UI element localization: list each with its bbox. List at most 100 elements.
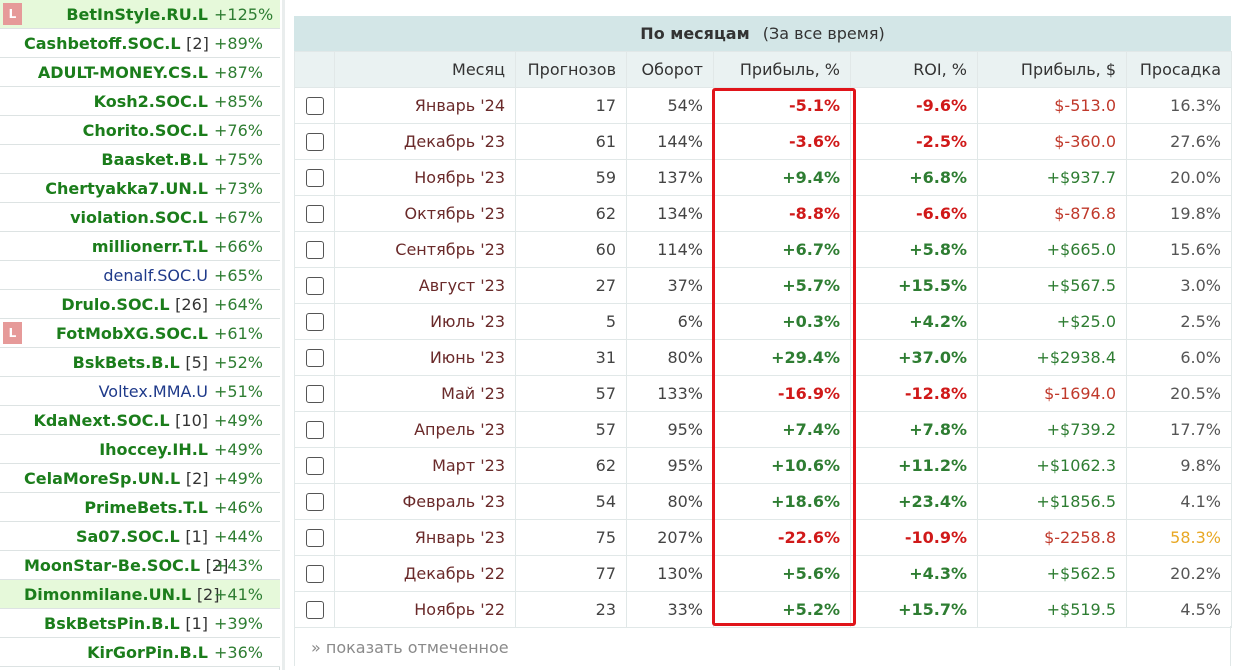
sidebar-item[interactable]: L FotMobXG.SOC.L +61% (0, 319, 280, 348)
sidebar-item-name[interactable]: Chertyakka7.UN.L (24, 174, 208, 203)
sidebar-item[interactable]: Kosh2.SOC.L +85% (0, 87, 280, 116)
column-header-profit-pct[interactable]: Прибыль, % (713, 51, 851, 88)
column-header-profit-usd[interactable]: Прибыль, $ (977, 51, 1127, 88)
sidebar-item-name[interactable]: KirGorPin.B.L (24, 638, 208, 667)
sidebar-item-name[interactable]: Ihoccey.IH.L (24, 435, 208, 464)
sidebar-item-label[interactable]: MoonStar-Be.SOC.L (24, 556, 201, 575)
sidebar-item-name[interactable]: Kosh2.SOC.L (24, 87, 208, 116)
sidebar-item-label[interactable]: PrimeBets.T.L (84, 498, 208, 517)
row-checkbox[interactable] (305, 565, 324, 584)
row-checkbox[interactable] (305, 421, 324, 440)
sidebar-item-label[interactable]: Cashbetoff.SOC.L (24, 34, 181, 53)
sidebar-item[interactable]: Baasket.B.L +75% (0, 145, 280, 174)
sidebar-item-label[interactable]: Dimonmilane.UN.L (24, 585, 192, 604)
sidebar-item[interactable]: Drulo.SOC.L [26] +64% (0, 290, 280, 319)
sidebar-item-name[interactable]: BskBets.B.L [5] (24, 348, 208, 377)
sidebar-item[interactable]: denalf.SOC.U +65% (0, 261, 280, 290)
sidebar-item[interactable]: KdaNext.SOC.L [10] +49% (0, 406, 280, 435)
row-checkbox[interactable] (305, 205, 324, 224)
sidebar-item-name[interactable]: denalf.SOC.U (24, 261, 208, 290)
sidebar-item[interactable]: Ihoccey.IH.L +49% (0, 435, 280, 464)
table-row: Январь '24 17 54% -5.1% -9.6% $-513.0 16.3% (294, 87, 1232, 124)
sidebar-item-label[interactable]: BskBets.B.L (72, 353, 180, 372)
table-row: Апрель '23 57 95% +7.4% +7.8% +$739.2 17.7% (294, 411, 1232, 448)
sidebar-item[interactable]: CelaMoreSp.UN.L [2] +49% (0, 464, 280, 493)
row-checkbox[interactable] (305, 493, 324, 512)
row-checkbox[interactable] (305, 133, 324, 152)
sidebar-item-name[interactable]: Drulo.SOC.L [26] (24, 290, 208, 319)
drawdown-cell: 15.6% (1126, 231, 1232, 268)
sidebar-item[interactable]: Dimonmilane.UN.L [2] +41% (0, 580, 280, 609)
sidebar-item-name[interactable]: Chorito.SOC.L (24, 116, 208, 145)
sidebar-item[interactable]: Sa07.SOC.L [1] +44% (0, 522, 280, 551)
sidebar-item-label[interactable]: Ihoccey.IH.L (99, 440, 208, 459)
sidebar-item-name[interactable]: BetInStyle.RU.L (24, 0, 208, 29)
sidebar-item-count: [1] (185, 614, 208, 633)
sidebar-item-name[interactable]: Voltex.MMA.U (24, 377, 208, 406)
sidebar-item-label[interactable]: denalf.SOC.U (103, 266, 208, 285)
column-header-forecasts[interactable]: Прогнозов (515, 51, 627, 88)
sidebar-item[interactable]: Voltex.MMA.U +51% (0, 377, 280, 406)
row-checkbox[interactable] (305, 385, 324, 404)
sidebar-item-name[interactable]: Cashbetoff.SOC.L [2] (24, 29, 209, 58)
sidebar-item-label[interactable]: Chertyakka7.UN.L (45, 179, 208, 198)
row-checkbox[interactable] (305, 349, 324, 368)
sidebar-item-label[interactable]: BetInStyle.RU.L (66, 5, 208, 24)
month-cell: Январь '23 (334, 519, 516, 556)
sidebar-item[interactable]: MoonStar-Be.SOC.L [2] +43% (0, 551, 280, 580)
sidebar-item[interactable]: KirGorPin.B.L +36% (0, 638, 280, 667)
sidebar-item-name[interactable]: PrimeBets.T.L (24, 493, 208, 522)
row-checkbox[interactable] (305, 241, 324, 260)
sidebar-item[interactable]: ADULT-MONEY.CS.L +87% (0, 58, 280, 87)
sidebar-item-label[interactable]: Kosh2.SOC.L (93, 92, 208, 111)
column-header-turnover[interactable]: Оборот (626, 51, 714, 88)
sidebar-item-label[interactable]: BskBetsPin.B.L (44, 614, 180, 633)
row-checkbox[interactable] (305, 97, 324, 116)
sidebar-item-label[interactable]: KirGorPin.B.L (87, 643, 208, 662)
sidebar-item-count: [2] (186, 34, 209, 53)
sidebar-item-percent: +46% (214, 498, 263, 517)
column-header-month[interactable]: Месяц (334, 51, 516, 88)
sidebar-item-label[interactable]: violation.SOC.L (70, 208, 208, 227)
sidebar-item-name[interactable]: Baasket.B.L (24, 145, 208, 174)
sidebar-item[interactable]: millionerr.T.L +66% (0, 232, 280, 261)
sidebar-item[interactable]: Chertyakka7.UN.L +73% (0, 174, 280, 203)
sidebar-item-name[interactable]: violation.SOC.L (24, 203, 208, 232)
sidebar-item-label[interactable]: millionerr.T.L (91, 237, 208, 256)
sidebar-item-label[interactable]: Chorito.SOC.L (82, 121, 208, 140)
sidebar-item-name[interactable]: BskBetsPin.B.L [1] (24, 609, 208, 638)
sidebar-item-name[interactable]: FotMobXG.SOC.L (24, 319, 208, 348)
sidebar-item-name[interactable]: Sa07.SOC.L [1] (24, 522, 208, 551)
sidebar-item[interactable]: Chorito.SOC.L +76% (0, 116, 280, 145)
sidebar-item-name[interactable]: Dimonmilane.UN.L [2] (24, 580, 219, 609)
sidebar-item[interactable]: Cashbetoff.SOC.L [2] +89% (0, 29, 280, 58)
sidebar-item[interactable]: BskBetsPin.B.L [1] +39% (0, 609, 280, 638)
column-header-drawdown[interactable]: Просадка (1126, 51, 1232, 88)
column-header-roi[interactable]: ROI, % (850, 51, 978, 88)
sidebar-item-label[interactable]: Sa07.SOC.L (75, 527, 180, 546)
sidebar-item-label[interactable]: ADULT-MONEY.CS.L (37, 63, 208, 82)
sidebar-item-name[interactable]: MoonStar-Be.SOC.L [2] (24, 551, 228, 580)
sidebar-item-label[interactable]: Baasket.B.L (101, 150, 208, 169)
row-checkbox[interactable] (305, 313, 324, 332)
row-checkbox[interactable] (305, 169, 324, 188)
sidebar-item-label[interactable]: Drulo.SOC.L (61, 295, 170, 314)
row-checkbox[interactable] (305, 601, 324, 620)
sidebar-item[interactable]: L BetInStyle.RU.L +125% (0, 0, 280, 29)
sidebar-item[interactable]: BskBets.B.L [5] +52% (0, 348, 280, 377)
sidebar-item[interactable]: violation.SOC.L +67% (0, 203, 280, 232)
row-checkbox[interactable] (305, 457, 324, 476)
sidebar-item-label[interactable]: Voltex.MMA.U (98, 382, 208, 401)
sidebar-item[interactable]: PrimeBets.T.L +46% (0, 493, 280, 522)
sidebar-item-label[interactable]: KdaNext.SOC.L (33, 411, 170, 430)
sidebar-item-name[interactable]: CelaMoreSp.UN.L [2] (24, 464, 209, 493)
sidebar-item-name[interactable]: KdaNext.SOC.L [10] (24, 406, 209, 435)
sidebar-item-label[interactable]: CelaMoreSp.UN.L (24, 469, 181, 488)
show-selected-link[interactable]: » показать отмеченное (294, 626, 1231, 666)
sidebar-item-name[interactable]: ADULT-MONEY.CS.L (24, 58, 208, 87)
row-checkbox[interactable] (305, 529, 324, 548)
row-checkbox[interactable] (305, 277, 324, 296)
sidebar-item-name[interactable]: millionerr.T.L (24, 232, 208, 261)
sidebar-item-label[interactable]: FotMobXG.SOC.L (56, 324, 208, 343)
table-row: Январь '23 75 207% -22.6% -10.9% $-2258.8 58.3… (294, 519, 1232, 556)
